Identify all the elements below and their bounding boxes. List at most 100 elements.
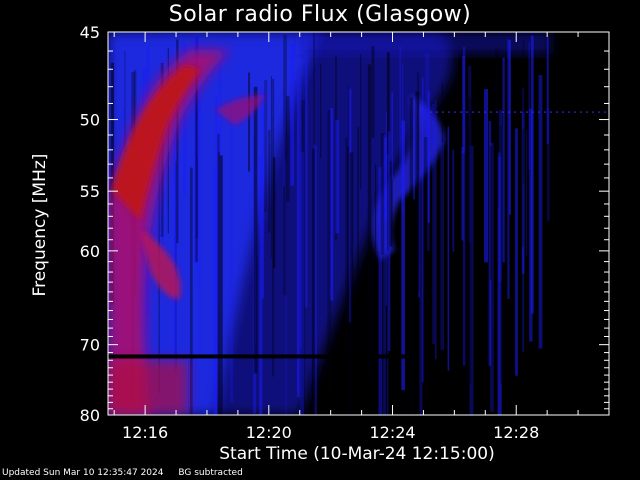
plot-frame — [107, 31, 610, 416]
burst-red-core — [112, 65, 200, 220]
dotted-rfi — [586, 111, 588, 113]
stripe — [388, 131, 391, 351]
dotted-rfi — [496, 111, 498, 113]
stripe — [124, 51, 126, 152]
footer-status: Updated Sun Mar 10 12:35:47 2024 BG subt… — [2, 468, 255, 478]
stripe — [440, 141, 445, 350]
stripe — [313, 32, 315, 144]
stripe — [189, 167, 193, 415]
dotted-rfi — [568, 111, 570, 113]
dotted-rfi — [598, 111, 600, 113]
stripe — [173, 88, 177, 375]
stripe — [217, 152, 220, 415]
stripe — [270, 76, 273, 258]
stripe — [283, 90, 285, 187]
stripe — [156, 160, 160, 275]
x-axis-label: Start Time (10-Mar-24 12:15:00) — [219, 444, 495, 464]
stripe — [371, 46, 375, 138]
dotted-rfi — [502, 111, 504, 113]
stripe — [502, 57, 505, 263]
stripe — [219, 155, 223, 415]
stripe — [508, 39, 511, 215]
y-tick-70: 70 — [80, 336, 609, 355]
stripe — [197, 133, 200, 289]
dotted-rfi — [442, 111, 444, 113]
stripe — [330, 108, 334, 301]
stripe — [441, 82, 443, 358]
dotted-rfi — [574, 111, 576, 113]
stripe — [515, 128, 518, 376]
stripe — [528, 42, 530, 170]
dotted-rfi — [454, 111, 456, 113]
stripe — [285, 96, 290, 202]
stripe — [489, 145, 493, 280]
dotted-rfi — [550, 111, 552, 113]
stripe — [386, 52, 390, 252]
stripe — [401, 120, 405, 391]
stripe — [462, 46, 466, 366]
stripe — [367, 64, 372, 379]
y-axis-label: Frequency [MHz] — [30, 153, 50, 297]
interference-line — [108, 354, 418, 359]
stripe — [399, 46, 401, 171]
y-tick-label: 50 — [80, 111, 100, 130]
stripe — [490, 142, 494, 412]
stripe — [466, 127, 470, 359]
stripe — [522, 87, 525, 352]
stripe — [327, 110, 332, 391]
dotted-rfi — [604, 111, 606, 113]
y-tick-label: 70 — [80, 336, 100, 355]
stripe — [213, 166, 217, 415]
stripe — [468, 65, 472, 244]
stripe — [217, 133, 220, 415]
x-tick-12:20: 12:20 — [246, 32, 292, 442]
updated-timestamp: Updated Sun Mar 10 12:35:47 2024 — [2, 468, 164, 478]
stripe — [427, 91, 430, 223]
dotted-rfi — [532, 111, 534, 113]
stripe — [272, 157, 276, 268]
x-tick-12:28: 12:28 — [493, 32, 539, 442]
stripe — [427, 108, 430, 251]
stripe — [415, 90, 420, 292]
stripe — [259, 155, 263, 415]
x-tick-12:16: 12:16 — [122, 32, 168, 442]
dotted-rfi — [562, 111, 564, 113]
stripe — [500, 125, 504, 384]
stripe — [359, 54, 362, 189]
stripe — [378, 167, 383, 415]
stripe — [401, 63, 404, 214]
stripe — [197, 36, 200, 157]
dotted-rfi — [490, 111, 492, 113]
stripe — [461, 146, 464, 241]
stripe — [409, 97, 414, 415]
chart-title: Solar radio Flux (Glasgow) — [168, 2, 472, 27]
stripe — [418, 140, 420, 298]
stripe — [285, 159, 287, 415]
dotted-rfi — [460, 111, 462, 113]
stripe — [529, 108, 533, 342]
stripe — [432, 104, 436, 344]
stripe — [131, 72, 135, 160]
y-tick-label: 80 — [80, 406, 100, 425]
stripe — [229, 105, 234, 403]
stripe — [247, 72, 251, 172]
x-tick-12:24: 12:24 — [369, 32, 416, 442]
burst-red-bottom — [108, 360, 188, 415]
stripe — [547, 107, 550, 222]
stripe — [388, 161, 393, 247]
stripe — [345, 137, 348, 352]
y-axis-ticks: 45 50 55 60 70 80 — [80, 23, 609, 425]
stripe — [349, 152, 354, 415]
dotted-rfi — [544, 111, 546, 113]
dotted-rfi — [430, 111, 432, 113]
dotted-rfi — [436, 111, 438, 113]
stripe — [261, 88, 264, 299]
dotted-rfi — [448, 111, 450, 113]
stripe — [304, 55, 308, 308]
stripe — [434, 100, 437, 360]
stripe — [484, 89, 488, 263]
stripe — [374, 164, 377, 295]
dotted-rfi — [508, 111, 510, 113]
stripe — [488, 120, 492, 366]
